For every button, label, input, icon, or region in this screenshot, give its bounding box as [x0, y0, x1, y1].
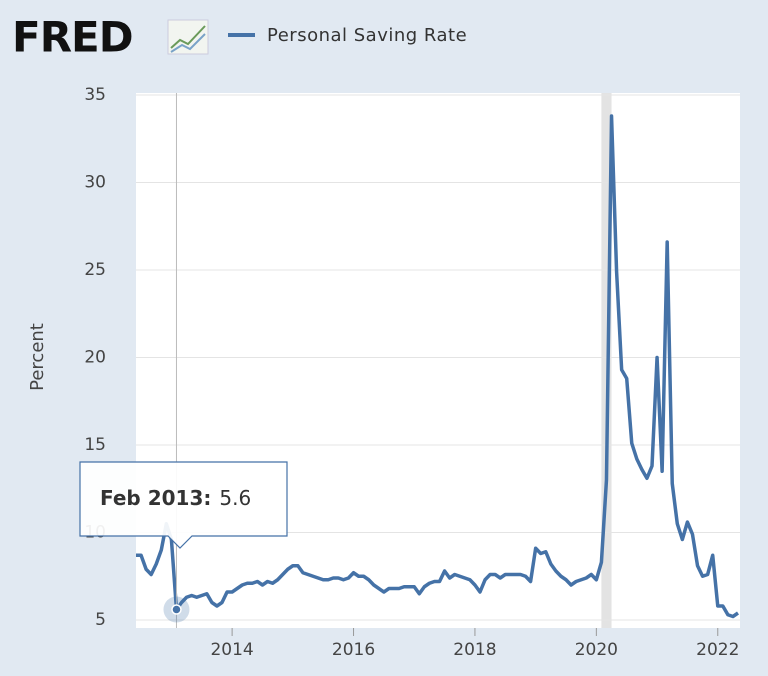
series-line: [136, 114, 739, 619]
tooltip-box: [79, 461, 288, 549]
logo-icon: [167, 19, 209, 55]
y-tick-label: 20: [84, 348, 106, 368]
tooltip-date: Feb 2013:: [100, 486, 211, 510]
x-tick-label: 2022: [696, 640, 739, 660]
y-axis-label: Percent: [27, 323, 48, 391]
y-tick-label: 30: [84, 173, 106, 193]
x-tick-label: 2016: [332, 640, 375, 660]
tooltip-text: Feb 2013: 5.6: [100, 486, 251, 510]
x-tick-label: 2018: [453, 640, 496, 660]
y-tick-label: 35: [84, 85, 106, 105]
x-tick-label: 2020: [575, 640, 618, 660]
y-tick-label: 25: [84, 260, 106, 280]
y-tick-label: 5: [95, 610, 106, 630]
y-tick-label: 15: [84, 435, 106, 455]
x-tick-label: 2014: [210, 640, 253, 660]
plot-area: [136, 93, 740, 628]
legend-label[interactable]: Personal Saving Rate: [267, 25, 467, 46]
hover-point: [171, 604, 182, 615]
tooltip-value: 5.6: [219, 486, 251, 510]
brand-logo[interactable]: FRED: [12, 13, 134, 62]
